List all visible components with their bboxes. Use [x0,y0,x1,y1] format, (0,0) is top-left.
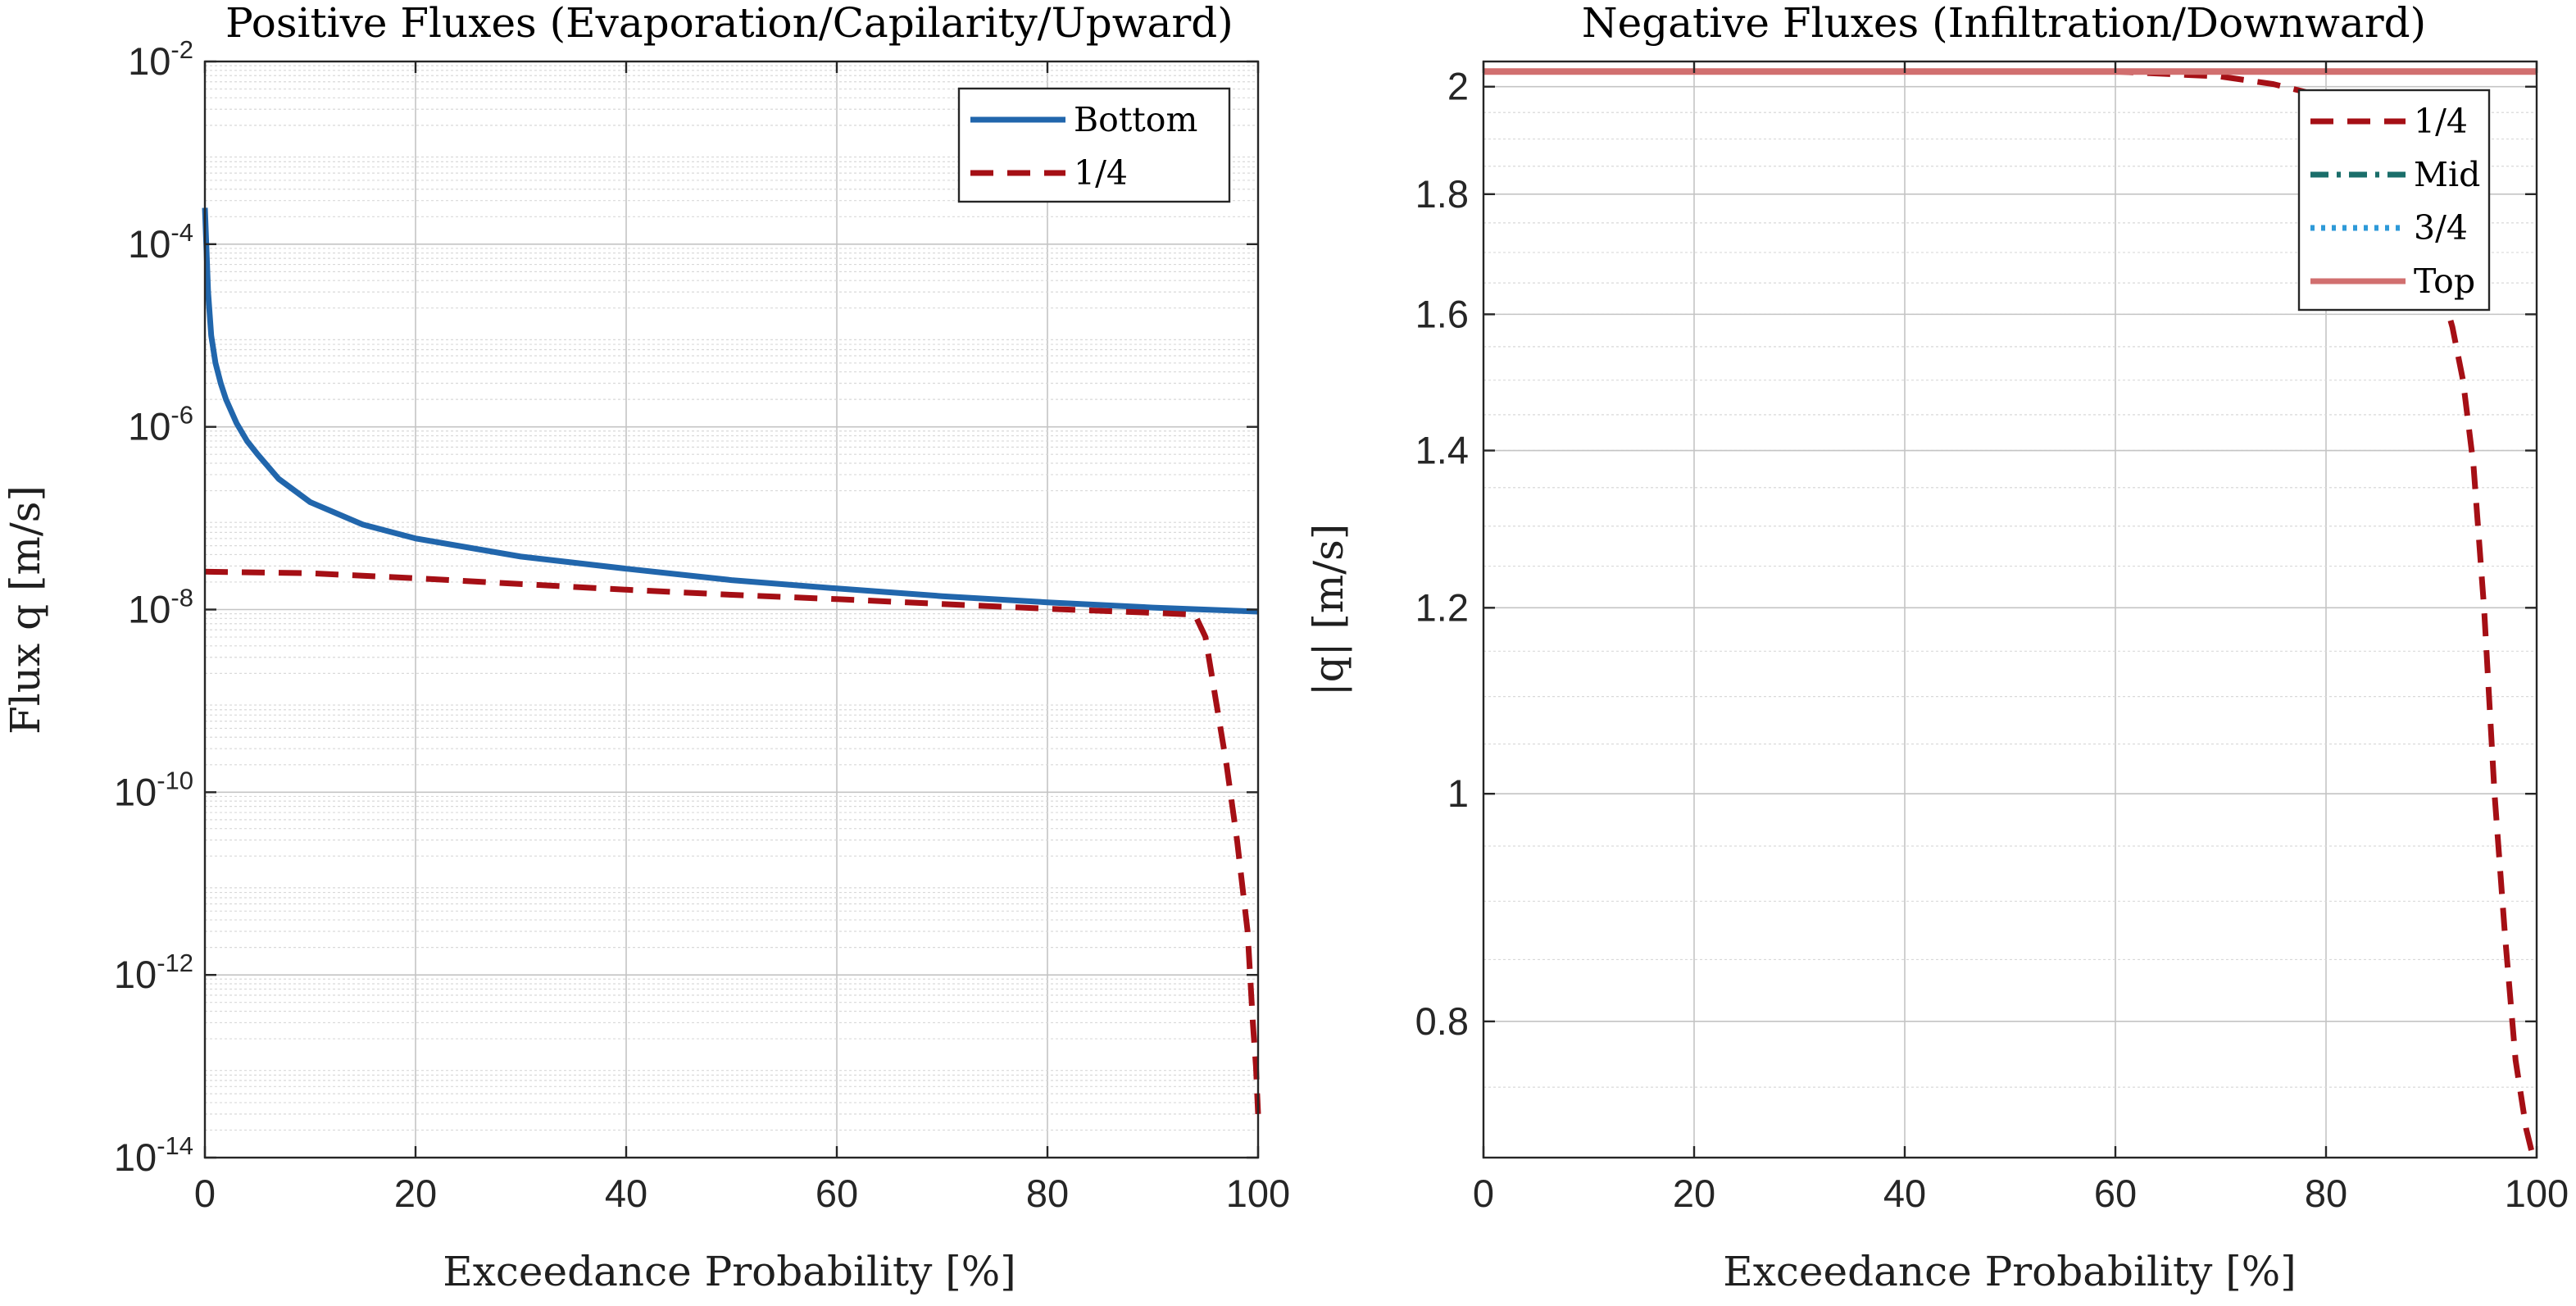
left-series-line-0 [202,207,1259,615]
left-y-tick-label: 10-6 [128,401,193,448]
right-legend-box [2297,89,2491,312]
left-y-tick-label: 10-4 [128,218,193,266]
left-legend: Bottom 1/4 [957,87,1231,203]
right-y-tick-label: 1.4 [1415,429,1469,472]
right-legend-label-2: 3/4 [2414,208,2468,248]
right-y-tick-label: 1.6 [1415,292,1469,335]
right-legend-label-3: Top [2414,262,2475,301]
left-x-tick-label: 80 [1026,1172,1069,1215]
right-y-tick-label: 1 [1447,771,1469,815]
left-y-tick-label: 10-8 [128,584,193,631]
left-chart-title: Positive Fluxes (Evaporation/Capilarity/… [225,0,1233,47]
left-x-axis-label: Exceedance Probability [%] [443,1248,1016,1295]
left-y-tick-label: 10-12 [114,949,193,996]
right-x-axis-label: Exceedance Probability [%] [1723,1248,2297,1295]
right-x-tick-label: 100 [2505,1172,2569,1215]
right-y-tick-label: 1.2 [1415,585,1469,629]
right-chart: Negative Fluxes (Infiltration/Downward) … [1305,0,2569,1295]
left-legend-box [957,87,1231,203]
left-ticks: 0 20 40 60 80 100 10-14 10-12 10-10 10-8 10-6 10-4 1… [114,35,1290,1215]
left-y-tick-label: 10-10 [114,766,193,813]
left-chart: Positive Fluxes (Evaporation/Capilarity/… [2,0,1290,1295]
right-x-tick-label: 60 [2094,1172,2137,1215]
right-x-tick-label: 40 [1883,1172,1926,1215]
right-x-tick-label: 80 [2305,1172,2347,1215]
right-x-tick-label: 20 [1673,1172,1715,1215]
left-y-axis-label: Flux q [m/s] [2,485,49,735]
right-y-tick-label: 0.8 [1415,999,1469,1043]
left-legend-label-1: 1/4 [1074,153,1128,193]
left-grid [205,61,1258,1158]
right-ticks: 0 20 40 60 80 100 0.8 1 1.2 1.4 1.6 1.8 2 [1415,61,2569,1215]
left-y-tick-label: 10-14 [114,1131,193,1179]
left-y-tick-label: 10-2 [128,35,193,83]
right-legend-label-1: Mid [2414,155,2480,194]
right-y-tick-label: 2 [1447,65,1469,108]
left-legend-label-0: Bottom [1074,100,1197,139]
right-y-tick-label: 1.8 [1415,172,1469,216]
left-x-tick-label: 20 [394,1172,437,1215]
left-series-line-1 [204,568,1261,1114]
right-chart-title: Negative Fluxes (Infiltration/Downward) [1582,0,2426,47]
right-legend: 1/4 Mid 3/4 Top [2297,89,2491,312]
left-x-tick-label: 100 [1226,1172,1290,1215]
left-x-tick-label: 60 [816,1172,858,1215]
right-plot-frame [1482,60,2538,1159]
left-x-tick-label: 40 [605,1172,647,1215]
right-x-tick-label: 0 [1473,1172,1494,1215]
left-series-layer [202,207,1261,1114]
right-legend-label-0: 1/4 [2414,102,2468,141]
left-x-tick-label: 0 [194,1172,216,1215]
right-y-axis-label: |q| [m/s] [1305,524,1352,697]
